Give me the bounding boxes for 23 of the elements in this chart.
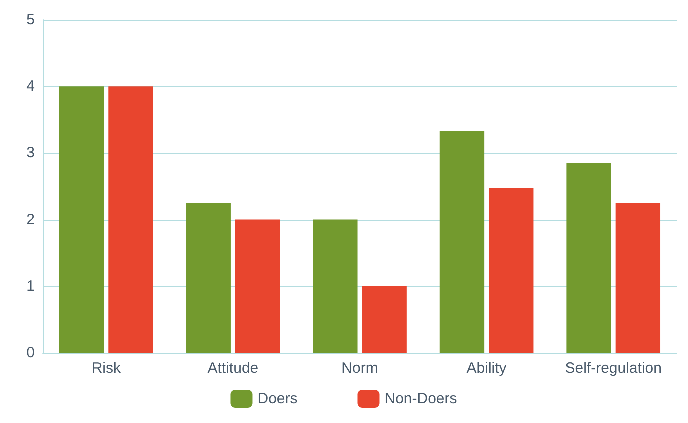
bar bbox=[186, 203, 231, 353]
x-tick-label: Attitude bbox=[208, 360, 259, 377]
bar bbox=[489, 188, 534, 353]
bar bbox=[440, 131, 485, 353]
x-tick-label: Ability bbox=[466, 360, 508, 377]
x-tick-label: Norm bbox=[342, 360, 378, 377]
y-tick-label: 5 bbox=[26, 12, 35, 28]
bar bbox=[235, 220, 280, 353]
bar bbox=[313, 220, 358, 353]
bar bbox=[108, 86, 154, 353]
bar bbox=[566, 163, 612, 353]
y-tick-label: 4 bbox=[26, 78, 35, 96]
y-tick-label: 2 bbox=[26, 211, 35, 228]
legend-label: Non-Doers bbox=[384, 390, 458, 408]
legend-label: Doers bbox=[258, 390, 298, 408]
bar bbox=[616, 203, 661, 353]
bar bbox=[362, 286, 407, 353]
x-tick-label: Risk bbox=[92, 360, 122, 377]
y-tick-label: 0 bbox=[26, 344, 35, 362]
bar bbox=[59, 86, 104, 353]
y-tick-label: 1 bbox=[26, 278, 35, 295]
x-tick-label: Self-regulation bbox=[565, 360, 662, 377]
y-tick-label: 3 bbox=[26, 144, 35, 162]
